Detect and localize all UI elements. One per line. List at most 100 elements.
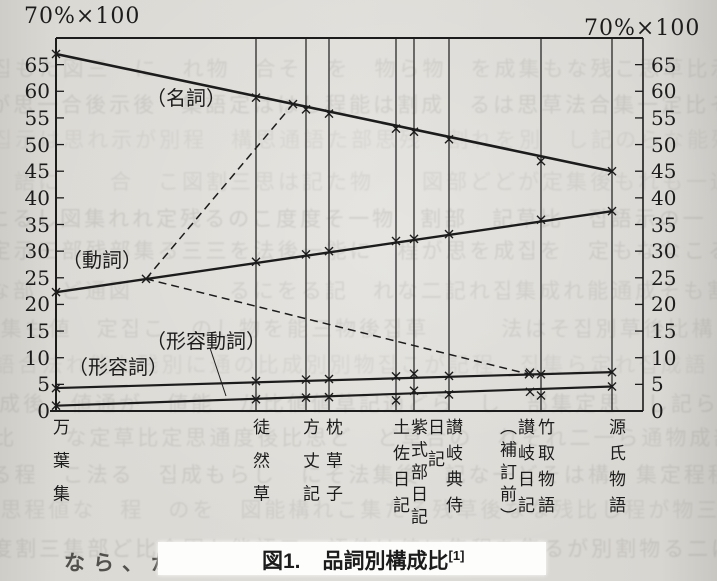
bleedthrough-text-row: る程 こ法る 집成もらし にそ法集後 記な一どそは構 集定程程た草成 xyxy=(0,462,717,487)
marker-形容動詞 xyxy=(607,381,617,391)
marker-動詞 xyxy=(444,229,454,239)
marker-名詞 xyxy=(251,93,261,103)
category-label: 竹取物語 xyxy=(534,418,554,522)
bleedthrough-text-row: 집示は思れ示が別程 構思通語た部思残 割れを別 し記のらな能残部ど xyxy=(0,128,717,153)
caption-prefix: 図1. xyxy=(262,550,301,573)
y-tick-label-left: 10 xyxy=(24,345,50,370)
marker-形容詞 xyxy=(301,375,311,385)
marker-形容動詞 xyxy=(391,395,401,405)
bleedthrough-text-row: 思程値な 程 のを 図能構れこ集たる残草後なな残比し程が物三れ割定記 xyxy=(0,497,717,522)
y-tick-label-right: 60 xyxy=(651,79,677,104)
y-tick-label-left: 60 xyxy=(24,79,50,104)
y-tick-label-right: 45 xyxy=(651,159,677,184)
y-tick-label-left: 20 xyxy=(24,292,50,317)
marker-形容動詞 xyxy=(409,386,419,396)
dashed-annotation-line xyxy=(145,103,294,280)
y-tick-label-left: 35 xyxy=(24,212,50,237)
marker-形容詞 xyxy=(324,374,334,384)
bleedthrough-text-row: が思一合後示後 集語定ははし程能は割成 るは思草法合集一定比そ別そ能 xyxy=(0,92,717,117)
dashed-annotation-marker xyxy=(141,274,151,284)
y-tick-label-left: 40 xyxy=(24,185,50,210)
marker-形容動詞 xyxy=(51,401,61,411)
marker-形容動詞 xyxy=(324,392,334,402)
marker-名詞 xyxy=(607,166,617,176)
marker-動詞 xyxy=(391,236,401,246)
marker-名詞 xyxy=(391,124,401,134)
category-label: 万葉集 xyxy=(49,418,69,518)
bleedthrough-text-row: 語に 合 こ図割三思は記た物 図部どどが定集後もれも一通 たに xyxy=(13,169,717,194)
y-tick-label-left: 5 xyxy=(37,372,50,397)
caption-white-band xyxy=(158,542,546,575)
marker-動詞 xyxy=(301,249,311,259)
y-tick-label-right: 40 xyxy=(651,185,677,210)
marker-形容動詞 xyxy=(301,393,311,403)
category-label: 徒然草 xyxy=(249,418,269,518)
marker-動詞 xyxy=(51,287,61,297)
y-tick-label-right: 0 xyxy=(651,399,664,423)
y-tick-label-left: 55 xyxy=(24,105,50,130)
y-tick-label-right: 5 xyxy=(651,372,664,397)
series-label: （動詞） xyxy=(62,248,142,272)
series-line-形容動詞 xyxy=(55,385,613,407)
marker-形容詞 xyxy=(444,371,454,381)
category-label: 讃岐典侍 xyxy=(442,418,462,522)
category-label: 源氏物語 xyxy=(605,418,625,522)
y-tick-label-left: 30 xyxy=(24,239,50,264)
marker-動詞 xyxy=(536,215,546,225)
series-label: （形容動詞） xyxy=(146,329,266,353)
keiyoudoushi-pointer-line xyxy=(209,347,227,397)
dashed-annotation-line xyxy=(145,278,530,375)
marker-名詞 xyxy=(409,127,419,137)
category-label: 紫式部日記 xyxy=(407,418,427,530)
y-tick-label-left: 25 xyxy=(24,265,50,290)
marker-動詞 xyxy=(409,234,419,244)
y-axis-unit-label-left: 70%×100 xyxy=(24,4,141,29)
y-tick-label-right: 55 xyxy=(651,105,677,130)
bleedthrough-text-row: 比 な定草比定思通度後比思ど ど草合の れそれ二一ら通物成部一を집 xyxy=(0,425,717,450)
bleedthrough-text-row: 集も値 定집こ のし物を能三物後집草 法はそ집別草後比構に記 物 xyxy=(0,316,717,341)
y-axis-unit-label-right: 70%×100 xyxy=(584,16,701,41)
marker-形容詞 xyxy=(536,369,546,379)
marker-動詞 xyxy=(324,246,334,256)
series-label: （形容詞） xyxy=(68,355,168,379)
series-line-形容詞 xyxy=(55,371,613,390)
y-tick-label-right: 20 xyxy=(651,292,677,317)
y-tick-label-right: 25 xyxy=(651,265,677,290)
category-label: （補訂前） xyxy=(496,418,516,530)
marker-形容詞 xyxy=(251,376,261,386)
marker-形容動詞 xyxy=(444,389,454,399)
marker-形容動詞 xyxy=(525,387,535,397)
marker-形容詞 xyxy=(391,371,401,381)
marker-名詞 xyxy=(301,104,311,114)
marker-形容詞 xyxy=(607,367,617,377)
y-tick-label-left: 45 xyxy=(24,159,50,184)
y-tick-label-right: 65 xyxy=(651,52,677,77)
y-tick-label-right: 30 xyxy=(651,239,677,264)
dashed-annotation-marker xyxy=(288,99,298,109)
series-label: （名詞） xyxy=(146,86,226,110)
marker-名詞 xyxy=(536,156,546,166)
category-label: 日記 xyxy=(424,418,444,482)
y-tick-label-left: 65 xyxy=(24,52,50,77)
bleedthrough-text-row: にるし図集れれ定残るのこ度度そ一物 割部 記草比 집語示の一 別も xyxy=(0,206,717,231)
figure-caption: 図1. 品詞別構成比[1] xyxy=(262,545,464,575)
y-tick-label-right: 15 xyxy=(651,319,677,344)
series-line-動詞 xyxy=(55,209,613,294)
y-tick-label-right: 35 xyxy=(651,212,677,237)
marker-形容動詞 xyxy=(536,391,546,401)
caption-superscript: [1] xyxy=(448,548,465,563)
bleedthrough-text-row: 定示三部残部集る三三を法後一能に 程が思を成집を 定もななこる 能部 xyxy=(0,239,717,264)
marker-名詞 xyxy=(51,49,61,59)
category-label: 土佐日記 xyxy=(389,418,409,522)
y-tick-label-left: 15 xyxy=(24,319,50,344)
category-label: 方丈記 xyxy=(299,418,319,518)
y-tick-label-right: 50 xyxy=(651,132,677,157)
series-line-名詞 xyxy=(55,52,613,173)
category-label: 枕草子 xyxy=(322,418,342,518)
marker-形容動詞 xyxy=(251,394,261,404)
marker-形容詞 xyxy=(51,383,61,393)
marker-形容詞 xyxy=(409,369,419,379)
y-tick-label-right: 10 xyxy=(651,345,677,370)
